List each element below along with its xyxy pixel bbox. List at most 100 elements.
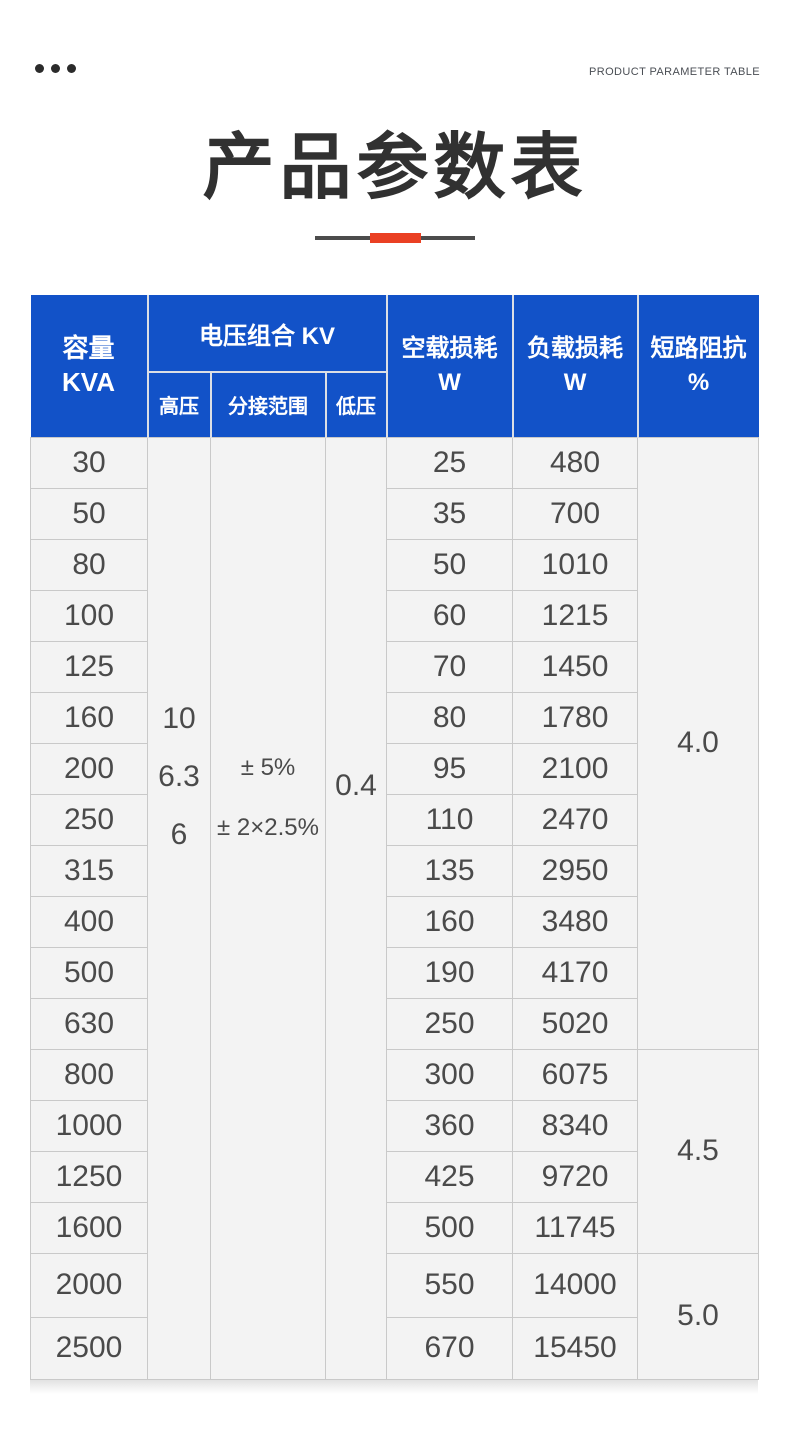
tap-range-value: ± 5% [240,753,296,781]
load-loss-cell: 15450 [512,1316,639,1380]
load-loss-cell: 2950 [512,844,639,897]
tap-range-value: ± 2×2.5% [217,813,319,841]
no-load-loss-cell: 500 [386,1201,514,1254]
table-row: 50 35 700 [30,487,759,540]
load-loss-cell: 2100 [512,742,639,795]
kva-cell: 80 [30,538,148,591]
header-load-loss: 负载损耗 W [512,295,639,437]
table-row: 1600 500 11745 [30,1201,759,1254]
kva-cell: 2500 [30,1316,148,1380]
eyebrow-text: PRODUCT PARAMETER TABLE [589,66,760,78]
no-load-loss-cell: 25 [386,436,514,489]
load-loss-cell: 1215 [512,589,639,642]
table-row: 315 135 2950 [30,844,759,897]
table-row: 800 300 6075 4.5 [30,1048,760,1254]
header-no-load-line1: 空载损耗 [401,335,498,363]
no-load-loss-cell: 60 [386,589,514,642]
header-high-voltage: 高压 [147,372,212,437]
table-row: 125 70 1450 [30,640,759,693]
load-loss-cell: 1010 [512,538,639,591]
load-loss-cell: 6075 [512,1048,639,1101]
kva-cell: 30 [30,436,148,489]
load-loss-cell: 11745 [512,1201,639,1254]
load-loss-cell: 3480 [512,895,639,948]
load-loss-cell: 1780 [512,691,639,744]
high-voltage-value: 6.3 [158,759,200,793]
header-capacity-line2: KVA [62,366,115,397]
table-row: 2000 550 14000 5.0 [30,1252,760,1380]
header-tap-range: 分接范围 [210,372,327,437]
tap-range-cell: ± 5% ± 2×2.5% [210,436,326,1380]
header-no-load-line2: W [438,368,461,396]
parameter-table: 容量 KVA 电压组合 KV 空载损耗 W 负载损耗 W 短路阻抗 % [30,295,760,1380]
no-load-loss-cell: 70 [386,640,514,693]
kva-cell: 1000 [30,1099,148,1152]
dot [67,64,76,73]
kva-cell: 315 [30,844,148,897]
high-voltage-value: 10 [162,701,196,735]
parameter-table-wrap: 容量 KVA 电压组合 KV 空载损耗 W 负载损耗 W 短路阻抗 % [30,295,760,1394]
no-load-loss-cell: 670 [386,1316,514,1380]
page-title: 产品参数表 [202,128,588,208]
impedance-cell: 5.0 [637,1252,760,1380]
load-loss-cell: 8340 [512,1099,639,1152]
no-load-loss-cell: 425 [386,1150,514,1203]
high-voltage-cell: 10 6.3 6 [147,436,211,1380]
divider-accent [370,233,421,243]
no-load-loss-cell: 35 [386,487,514,540]
title-divider [0,228,790,248]
low-voltage-cell: 0.4 [324,436,388,1380]
kva-cell: 1600 [30,1201,148,1254]
header-low-voltage: 低压 [325,372,388,437]
no-load-loss-cell: 160 [386,895,514,948]
no-load-loss-cell: 300 [386,1048,514,1101]
kva-cell: 160 [30,691,148,744]
header-capacity-line1: 容量 [62,332,115,363]
kva-cell: 125 [30,640,148,693]
table-row: 1000 360 8340 [30,1099,759,1152]
table-row: 1250 425 9720 [30,1150,759,1203]
ellipsis-icon [35,64,76,73]
no-load-loss-cell: 80 [386,691,514,744]
header-no-load-loss: 空载损耗 W [386,295,514,437]
kva-cell: 400 [30,895,148,948]
table-row: 2500 670 15450 [30,1316,759,1380]
load-loss-cell: 9720 [512,1150,639,1203]
load-loss-cell: 480 [512,436,639,489]
table-row: 160 80 1780 [30,691,759,744]
load-loss-cell: 5020 [512,997,639,1050]
load-loss-cell: 1450 [512,640,639,693]
kva-cell: 100 [30,589,148,642]
table-row: 400 160 3480 [30,895,759,948]
load-loss-cell: 4170 [512,946,639,999]
header-impedance-line2: % [687,368,710,396]
dot [51,64,60,73]
no-load-loss-cell: 250 [386,997,514,1050]
kva-cell: 50 [30,487,148,540]
table-shadow [30,1379,758,1394]
load-loss-cell: 14000 [512,1252,639,1318]
no-load-loss-cell: 190 [386,946,514,999]
load-loss-cell: 700 [512,487,639,540]
header-load-line2: W [563,368,587,396]
load-loss-cell: 2470 [512,793,639,846]
high-voltage-value: 6 [170,817,188,851]
table-row: 30 10 6.3 6 ± 5% ± 2×2.5% 0.4 25 480 4.0 [30,436,760,1380]
table-row: 80 50 1010 [30,538,759,591]
kva-cell: 500 [30,946,148,999]
header-voltage-group: 电压组合 KV [147,295,388,373]
impedance-cell: 4.0 [637,436,760,1050]
impedance-cell: 4.5 [637,1048,760,1254]
kva-cell: 800 [30,1048,148,1101]
low-voltage-value: 0.4 [335,768,377,802]
header-impedance-line1: 短路阻抗 [650,335,747,363]
dot [35,64,44,73]
kva-cell: 1250 [30,1150,148,1203]
kva-cell: 200 [30,742,148,795]
kva-cell: 250 [30,793,148,846]
table-row: 200 95 2100 [30,742,759,795]
no-load-loss-cell: 110 [386,793,514,846]
table-row: 500 190 4170 [30,946,759,999]
header-load-line1: 负载损耗 [527,335,624,363]
